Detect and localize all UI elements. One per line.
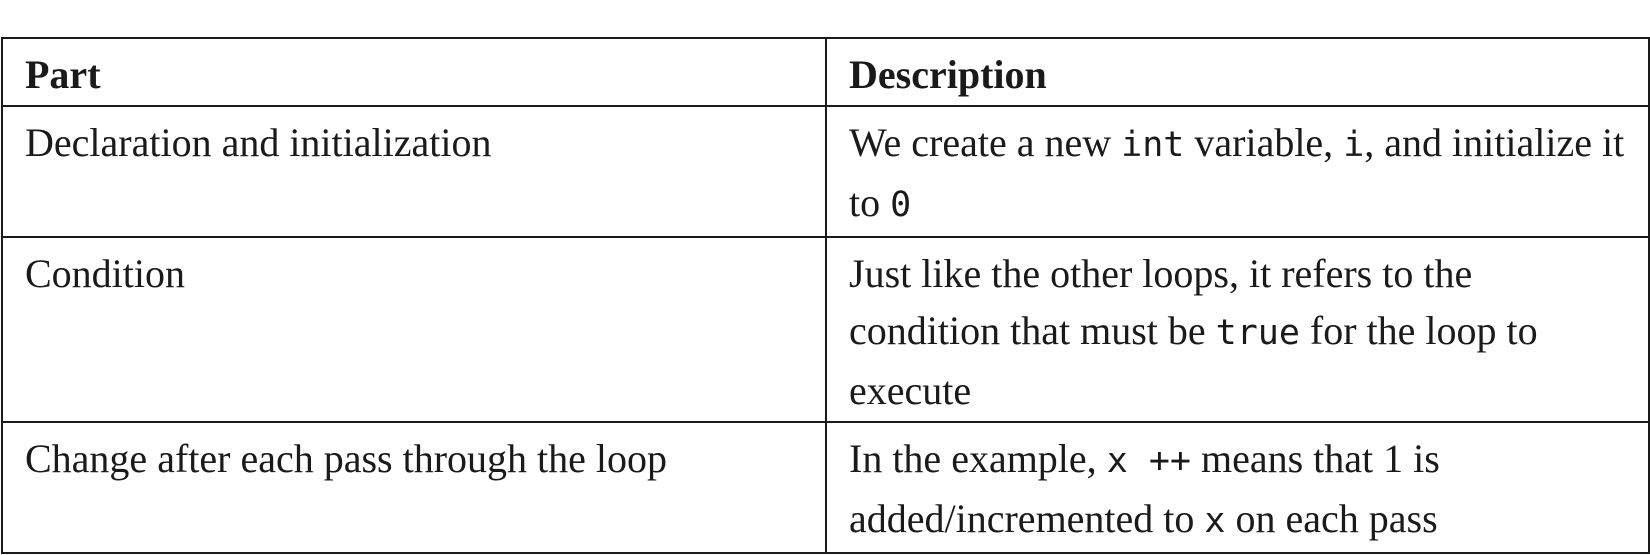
table-row: Declaration and initialization We create… <box>1 105 1650 238</box>
description-text: means that 1 is added/incremented to <box>849 436 1440 541</box>
part-cell: Condition <box>1 236 827 423</box>
inline-code: x <box>1204 501 1226 541</box>
header-cell-description: Description <box>825 37 1650 107</box>
description-cell: In the example, x ++ means that 1 is add… <box>825 421 1650 554</box>
description-text: for the loop to execute <box>849 308 1538 413</box>
description-table: Part Description Declaration and initial… <box>1 37 1650 554</box>
table-row: Change after each pass through the loop … <box>1 421 1650 554</box>
part-cell: Declaration and initialization <box>1 105 827 238</box>
inline-code: int <box>1121 125 1185 165</box>
description-text: on each pass <box>1225 496 1438 541</box>
description-text: , and initialize it to <box>849 120 1625 225</box>
table-row: Condition Just like the other loops, it … <box>1 236 1650 423</box>
description-cell: Just like the other loops, it refers to … <box>825 236 1650 423</box>
table-header-row: Part Description <box>1 37 1650 107</box>
description-text: variable, <box>1184 120 1344 165</box>
inline-code: true <box>1215 313 1300 353</box>
inline-code: 0 <box>890 185 912 225</box>
part-cell: Change after each pass through the loop <box>1 421 827 554</box>
description-text: In the example, <box>849 436 1107 481</box>
description-cell: We create a new int variable, i, and ini… <box>825 105 1650 238</box>
header-cell-part: Part <box>1 37 827 107</box>
inline-code: x ++ <box>1106 441 1191 481</box>
description-text: Just like the other loops, it refers to … <box>849 251 1473 353</box>
inline-code: i <box>1343 125 1365 165</box>
description-text: We create a new <box>849 120 1122 165</box>
